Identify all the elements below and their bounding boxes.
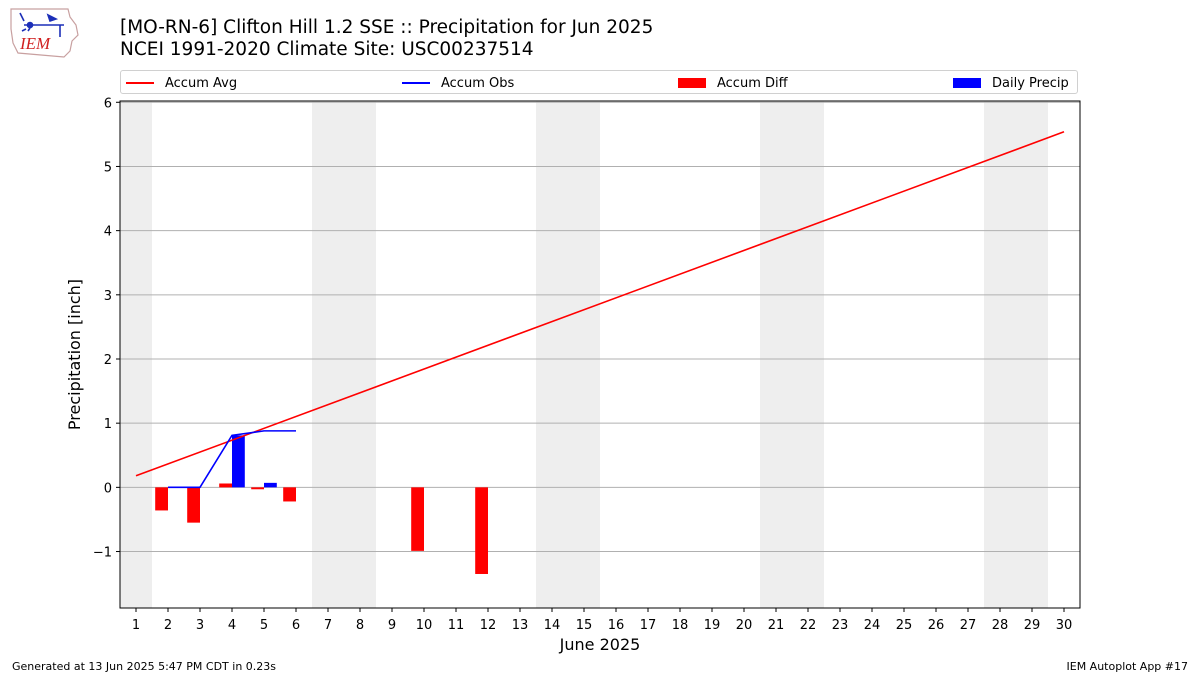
x-tick-label: 1 [132, 618, 140, 633]
weather-station-icon [19, 12, 64, 37]
x-tick-label: 30 [1056, 618, 1073, 633]
chart-subtitle: NCEI 1991-2020 Climate Site: USC00237514 [120, 39, 534, 60]
x-axis-label: June 2025 [559, 635, 641, 654]
legend-label: Accum Diff [717, 75, 788, 91]
x-tick-label: 28 [992, 618, 1009, 633]
x-tick-label: 6 [292, 618, 300, 633]
accum-diff-bar [283, 487, 296, 502]
y-tick-label: 4 [104, 225, 112, 240]
x-tick-label: 3 [196, 618, 204, 633]
legend-label: Accum Obs [441, 75, 515, 91]
iowa-outline-icon [10, 8, 79, 58]
x-tick-label: 8 [356, 618, 364, 633]
legend-item-accum-avg: Accum Avg [126, 74, 237, 92]
accum-obs-line [168, 430, 296, 489]
y-tick-label: −1 [93, 546, 112, 561]
y-axis-label: Precipitation [inch] [65, 279, 84, 430]
chart-title: [MO-RN-6] Clifton Hill 1.2 SSE :: Precip… [120, 17, 654, 38]
legend-swatch [126, 82, 154, 84]
legend-swatch [678, 78, 706, 88]
x-tick-label: 11 [448, 618, 465, 633]
weekend-shade [984, 101, 1048, 608]
x-tick-label: 21 [768, 618, 785, 633]
x-tick-label: 4 [228, 618, 236, 633]
legend-item-accum-diff: Accum Diff [678, 74, 788, 92]
legend-swatch [402, 82, 430, 84]
x-tick-label: 18 [672, 618, 689, 633]
x-tick-label: 14 [544, 618, 561, 633]
x-tick-label: 20 [736, 618, 753, 633]
logo-text: IEM [19, 34, 51, 53]
x-tick-label: 27 [960, 618, 977, 633]
weekend-shade [760, 101, 824, 608]
x-tick-label: 5 [260, 618, 268, 633]
legend-item-accum-obs: Accum Obs [402, 74, 514, 92]
legend-item-daily-precip: Daily Precip [953, 74, 1069, 92]
x-tick-label: 23 [832, 618, 849, 633]
y-tick-label: 0 [104, 481, 112, 496]
accum-diff-bar [411, 487, 424, 551]
chart-legend: Accum Avg Accum Obs Accum Diff Daily Pre… [120, 70, 1078, 94]
generated-timestamp: Generated at 13 Jun 2025 5:47 PM CDT in … [12, 660, 277, 673]
x-tick-label: 12 [480, 618, 497, 633]
plot-frame [119, 100, 1081, 609]
x-tick-label: 24 [864, 618, 881, 633]
daily-precip-bar [232, 435, 245, 488]
accum-avg-line [135, 131, 1065, 477]
accum-diff-bar [251, 487, 264, 490]
iem-logo: IEM [10, 8, 79, 58]
accum-diff-bar [187, 487, 200, 523]
x-tick-label: 19 [704, 618, 721, 633]
app-credit: IEM Autoplot App #17 [1066, 660, 1189, 673]
x-tick-label: 16 [608, 618, 625, 633]
x-tick-label: 13 [512, 618, 529, 633]
legend-swatch [953, 78, 981, 88]
x-tick-label: 25 [896, 618, 913, 633]
weekend-shade [312, 101, 376, 608]
x-tick-label: 17 [640, 618, 657, 633]
x-tick-label: 2 [164, 618, 172, 633]
daily-precip-bar [264, 482, 277, 488]
x-tick-label: 15 [576, 618, 593, 633]
y-tick-label: 1 [104, 417, 112, 432]
weekend-shade [536, 101, 600, 608]
x-tick-label: 29 [1024, 618, 1041, 633]
accum-diff-bar [155, 487, 168, 511]
x-tick-label: 26 [928, 618, 945, 633]
legend-label: Accum Avg [165, 75, 238, 91]
y-tick-label: 2 [104, 353, 112, 368]
y-tick-label: 3 [104, 289, 112, 304]
x-tick-label: 22 [800, 618, 817, 633]
x-tick-label: 9 [388, 618, 396, 633]
weekend-shade [120, 101, 152, 608]
accum-diff-bar [475, 487, 488, 574]
y-tick-label: 6 [104, 96, 112, 111]
legend-label: Daily Precip [992, 75, 1069, 91]
x-tick-label: 10 [416, 618, 433, 633]
accum-diff-bar [219, 483, 232, 488]
y-tick-label: 5 [104, 160, 112, 175]
x-tick-label: 7 [324, 618, 332, 633]
